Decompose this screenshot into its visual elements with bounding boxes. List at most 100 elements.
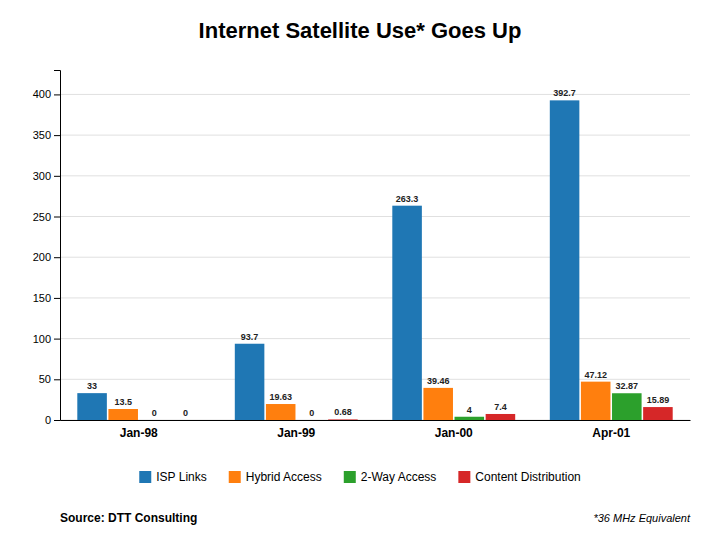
grid-line — [60, 216, 690, 217]
y-tick: 0 — [45, 414, 60, 426]
legend-swatch — [458, 471, 470, 483]
x-axis-line — [61, 420, 691, 421]
y-tick: 150 — [33, 292, 60, 304]
x-tick: Jan-98 — [120, 426, 158, 440]
x-tick-label: Jan-00 — [435, 426, 473, 440]
grid-line — [60, 338, 690, 339]
source: Source: DTT Consulting — [60, 511, 197, 525]
y-axis-line — [54, 71, 61, 421]
bar — [392, 206, 422, 420]
y-tick: 350 — [33, 129, 60, 141]
y-tick-label: 400 — [33, 88, 51, 100]
x-tick: Apr-01 — [592, 426, 630, 440]
bar — [235, 344, 265, 420]
legend-label: 2-Way Access — [361, 470, 437, 484]
y-tick-mark — [54, 217, 60, 218]
legend-item: ISP Links — [139, 470, 206, 484]
data-label: 13.5 — [114, 397, 132, 407]
bar-series — [108, 382, 610, 420]
bar — [140, 420, 170, 421]
y-axis: 0 50 100 150 200 250 300 350 400 — [33, 71, 61, 427]
data-label: 47.12 — [584, 370, 607, 380]
bar — [297, 420, 327, 421]
y-tick-label: 150 — [33, 292, 51, 304]
grid-line — [60, 297, 690, 298]
data-label: 15.89 — [647, 395, 670, 405]
bar — [643, 407, 673, 420]
y-tick: 50 — [39, 373, 60, 385]
data-label: 0 — [183, 408, 188, 418]
bar — [108, 409, 138, 420]
bar — [455, 417, 485, 420]
bar — [266, 404, 296, 420]
y-tick: 100 — [33, 333, 60, 345]
legend-label: Content Distribution — [475, 470, 580, 484]
y-tick-mark — [54, 339, 60, 340]
plot-area: 33 93.7 263.3 392.7 13.5 19.63 39.46 47.12 0 0 4 32… — [33, 71, 691, 440]
data-label: 263.3 — [396, 194, 419, 204]
bar — [581, 382, 611, 420]
x-tick: Jan-99 — [277, 426, 315, 440]
x-tick: Jan-00 — [435, 426, 473, 440]
data-label: 39.46 — [427, 376, 450, 386]
title: Internet Satellite Use* Goes Up — [199, 18, 522, 43]
data-label: 0 — [152, 408, 157, 418]
y-tick: 250 — [33, 211, 60, 223]
y-tick-label: 0 — [45, 414, 51, 426]
y-tick-mark — [54, 94, 60, 95]
y-tick-label: 200 — [33, 251, 51, 263]
x-tick-label: Jan-98 — [120, 426, 158, 440]
grid-line — [60, 94, 690, 95]
grid-line — [60, 257, 690, 258]
data-label: 19.63 — [269, 392, 292, 402]
legend-label: Hybrid Access — [246, 470, 322, 484]
x-axis: Jan-98 Jan-99 Jan-00 Apr-01 — [61, 421, 691, 440]
data-labels: 33 93.7 263.3 392.7 13.5 19.63 39.46 47.12 0 0 4 32… — [87, 88, 669, 418]
y-tick-mark — [54, 135, 60, 136]
y-tick-mark — [54, 379, 60, 380]
bar — [77, 393, 107, 420]
bar — [486, 414, 516, 420]
y-tick: 200 — [33, 251, 60, 263]
legend: ISP Links Hybrid Access 2-Way Access Conten… — [139, 470, 580, 484]
data-label: 4 — [467, 405, 472, 415]
legend-label: ISP Links — [156, 470, 206, 484]
data-label: 32.87 — [616, 381, 639, 391]
data-label: 0 — [309, 408, 314, 418]
bar — [328, 419, 358, 420]
legend-swatch — [344, 471, 356, 483]
y-tick-label: 50 — [39, 373, 51, 385]
bars — [77, 100, 672, 420]
grid — [60, 94, 690, 420]
data-label: 392.7 — [553, 88, 576, 98]
bar-series — [77, 100, 579, 420]
legend-item: Content Distribution — [458, 470, 580, 484]
bar — [612, 393, 642, 420]
chart-svg: Internet Satellite Use* Goes Up 33 93.7 263… — [0, 0, 720, 540]
y-tick: 400 — [33, 88, 60, 100]
legend-swatch — [139, 471, 151, 483]
y-tick-mark — [54, 257, 60, 258]
y-tick-mark — [54, 420, 60, 421]
footnote: *36 MHz Equivalent — [593, 512, 691, 524]
x-tick-label: Apr-01 — [592, 426, 630, 440]
y-tick-label: 250 — [33, 211, 51, 223]
data-label: 0.68 — [334, 407, 352, 417]
grid-line — [60, 175, 690, 176]
legend-item: Hybrid Access — [229, 470, 322, 484]
data-label: 33 — [87, 381, 97, 391]
bar — [423, 388, 453, 420]
y-tick-label: 350 — [33, 129, 51, 141]
bar — [171, 420, 201, 421]
y-tick-mark — [54, 298, 60, 299]
y-tick: 300 — [33, 170, 60, 182]
legend-item: 2-Way Access — [344, 470, 437, 484]
data-label: 7.4 — [494, 402, 507, 412]
bar — [550, 100, 580, 420]
y-tick-mark — [54, 176, 60, 177]
y-tick-label: 300 — [33, 170, 51, 182]
data-label: 93.7 — [241, 332, 259, 342]
legend-swatch — [229, 471, 241, 483]
x-tick-label: Jan-99 — [277, 426, 315, 440]
y-tick-label: 100 — [33, 333, 51, 345]
